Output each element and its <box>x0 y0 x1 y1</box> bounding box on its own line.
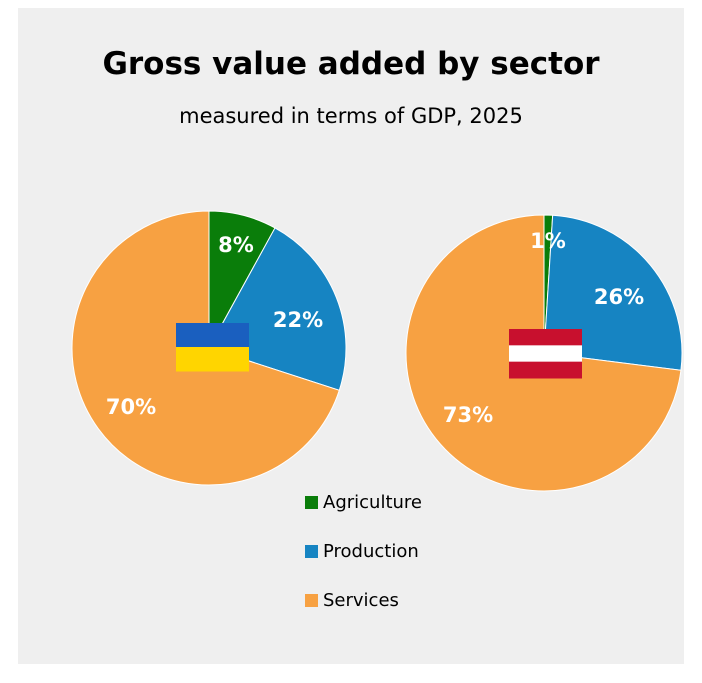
legend-swatch-agriculture <box>305 495 318 509</box>
austria-flag-icon <box>509 329 582 379</box>
legend-item-services: Services <box>305 588 422 612</box>
pie-1-label-production: 22% <box>273 308 323 332</box>
legend: Agriculture Production Services <box>305 490 422 637</box>
pie-1-label-agriculture: 8% <box>218 233 254 257</box>
pie-1-label-services: 70% <box>106 395 156 419</box>
legend-item-agriculture: Agriculture <box>305 490 422 514</box>
chart-title: Gross value added by sector <box>102 46 600 82</box>
austria-flag-stripe-1 <box>509 329 582 346</box>
ukraine-flag-icon <box>176 323 249 372</box>
chart-subtitle: measured in terms of GDP, 2025 <box>179 104 523 128</box>
austria-flag-stripe-2 <box>509 345 582 363</box>
legend-swatch-production <box>305 544 318 558</box>
legend-label-services: Services <box>323 589 399 611</box>
pie-2-label-production: 26% <box>594 285 644 309</box>
ukraine-flag-stripe-1 <box>176 323 249 348</box>
legend-item-production: Production <box>305 539 422 563</box>
legend-swatch-services <box>305 593 318 607</box>
austria-flag-stripe-3 <box>509 361 582 379</box>
legend-label-agriculture: Agriculture <box>323 491 422 513</box>
pie-2-label-services: 73% <box>443 403 493 427</box>
legend-label-production: Production <box>323 540 419 562</box>
pie-2-label-agriculture: 1% <box>530 229 566 253</box>
ukraine-flag-stripe-2 <box>176 347 249 372</box>
